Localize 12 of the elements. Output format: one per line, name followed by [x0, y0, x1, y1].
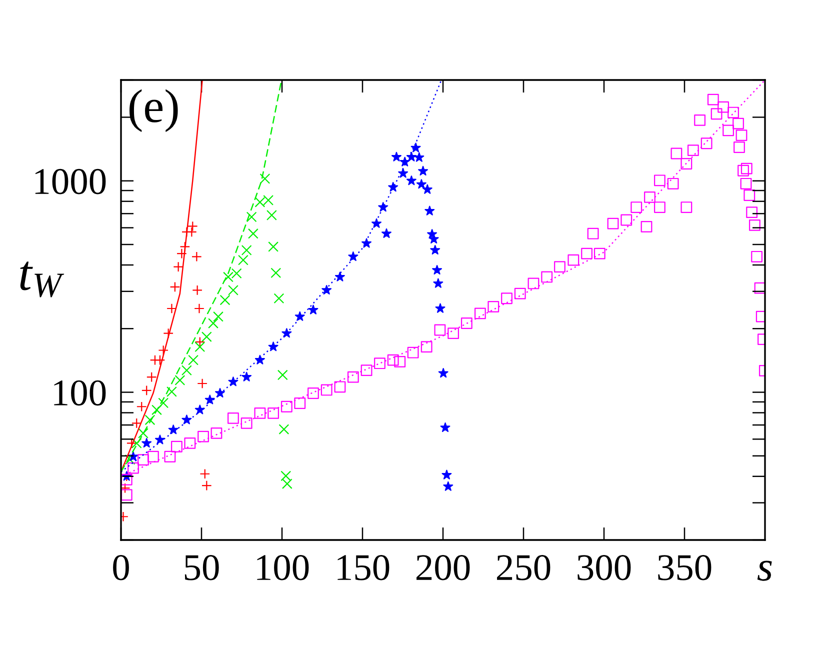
x-tick-label: 200 [416, 554, 470, 580]
x-tick-label: 0 [113, 554, 129, 580]
x-tick-label: 150 [338, 554, 390, 580]
y-tick-label: 1000 [35, 168, 106, 194]
annotation: (e) [130, 89, 178, 132]
x-tick-label: 50 [184, 554, 219, 580]
x-axis-title: s [757, 560, 772, 581]
x-tick-label: 250 [497, 554, 550, 580]
x-tick-label: 350 [658, 554, 712, 580]
x-tick-label: 100 [257, 554, 309, 580]
x-tick-label: 300 [578, 554, 631, 580]
y-axis-title: t$_{W}$ [20, 262, 64, 298]
